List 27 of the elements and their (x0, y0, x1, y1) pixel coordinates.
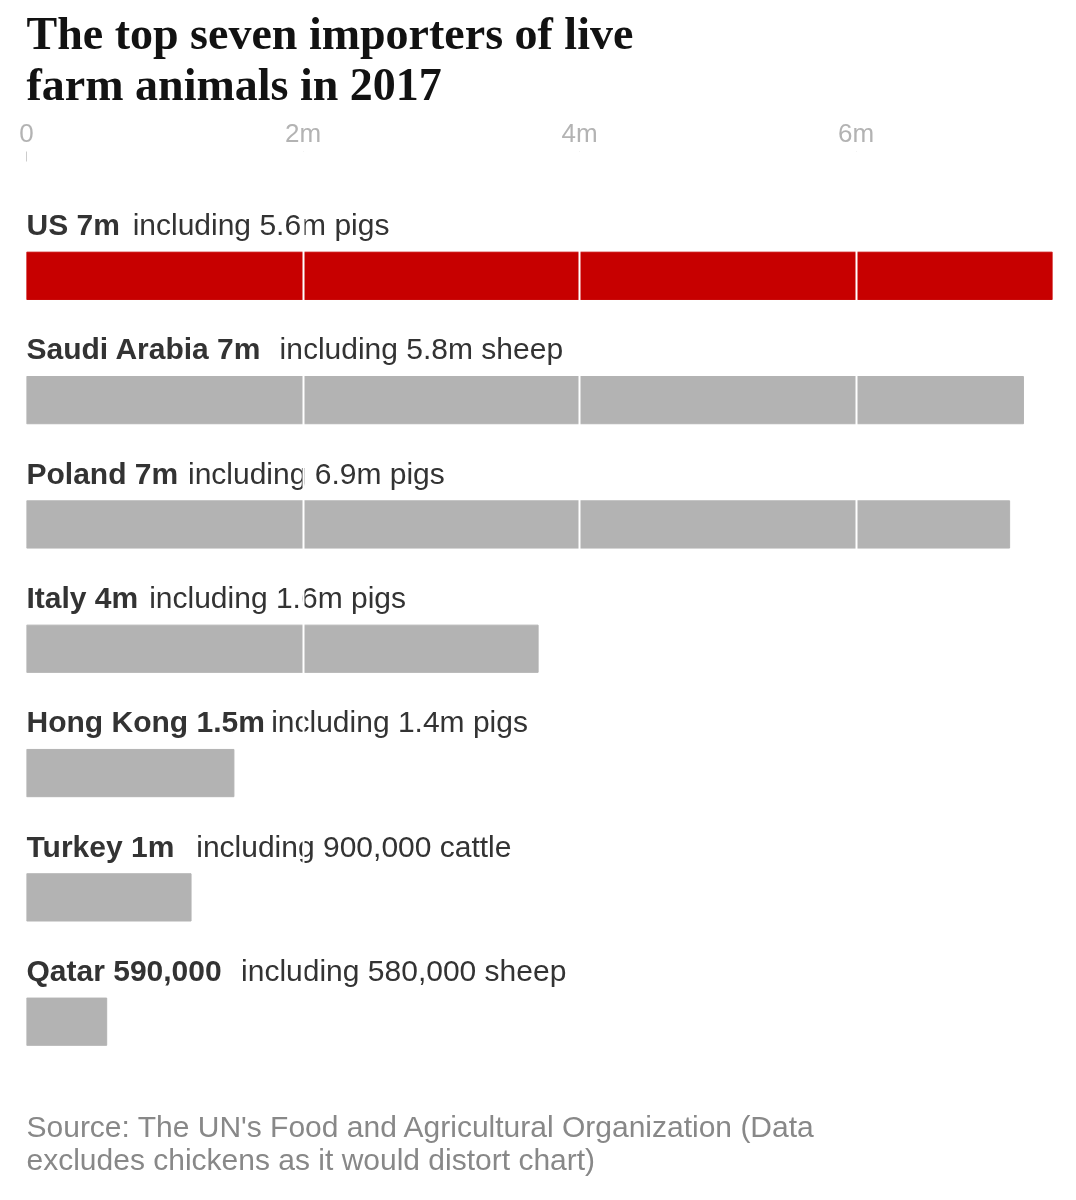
bar (26, 873, 192, 922)
y-tick-label: Turkey 1m (26, 829, 175, 863)
y-tick-label: Poland 7m (26, 456, 179, 490)
y-tick-label: US 7m (26, 208, 120, 242)
annotation: including 1.4m pigs (271, 705, 528, 739)
annotation: including 900,000 cattle (196, 829, 512, 863)
annotation: including 6.9m pigs (187, 456, 445, 490)
annotation: including 580,000 sheep (241, 953, 567, 987)
x-tick-label: 2m (284, 117, 322, 148)
annotation: including 5.6m pigs (132, 208, 390, 242)
bar (26, 376, 1024, 425)
annotation: including 5.8m sheep (279, 332, 564, 366)
y-tick-label: Qatar 590,000 (26, 953, 222, 987)
x-tick-label: 0 (19, 117, 34, 148)
y-tick-label: Saudi Arabia 7m (26, 332, 261, 366)
bar (26, 997, 108, 1046)
bar (26, 251, 1053, 300)
bar (26, 748, 235, 798)
source-note: Source: The UN's Food and Agricultural Organization (Data excludes chickens as it would distort chart) (26, 1109, 815, 1176)
bar (26, 500, 1011, 549)
x-tick-label: 4m (561, 117, 598, 148)
chart-title: The top seven importers of live farm animals in 2017 (26, 7, 634, 110)
annotation: including 1.6m pigs (149, 580, 406, 614)
x-tick-label: 6m (838, 117, 875, 148)
bar (26, 624, 539, 673)
y-tick-label: Italy 4m (26, 580, 139, 614)
y-tick-label: Hong Kong 1.5m (26, 705, 265, 739)
